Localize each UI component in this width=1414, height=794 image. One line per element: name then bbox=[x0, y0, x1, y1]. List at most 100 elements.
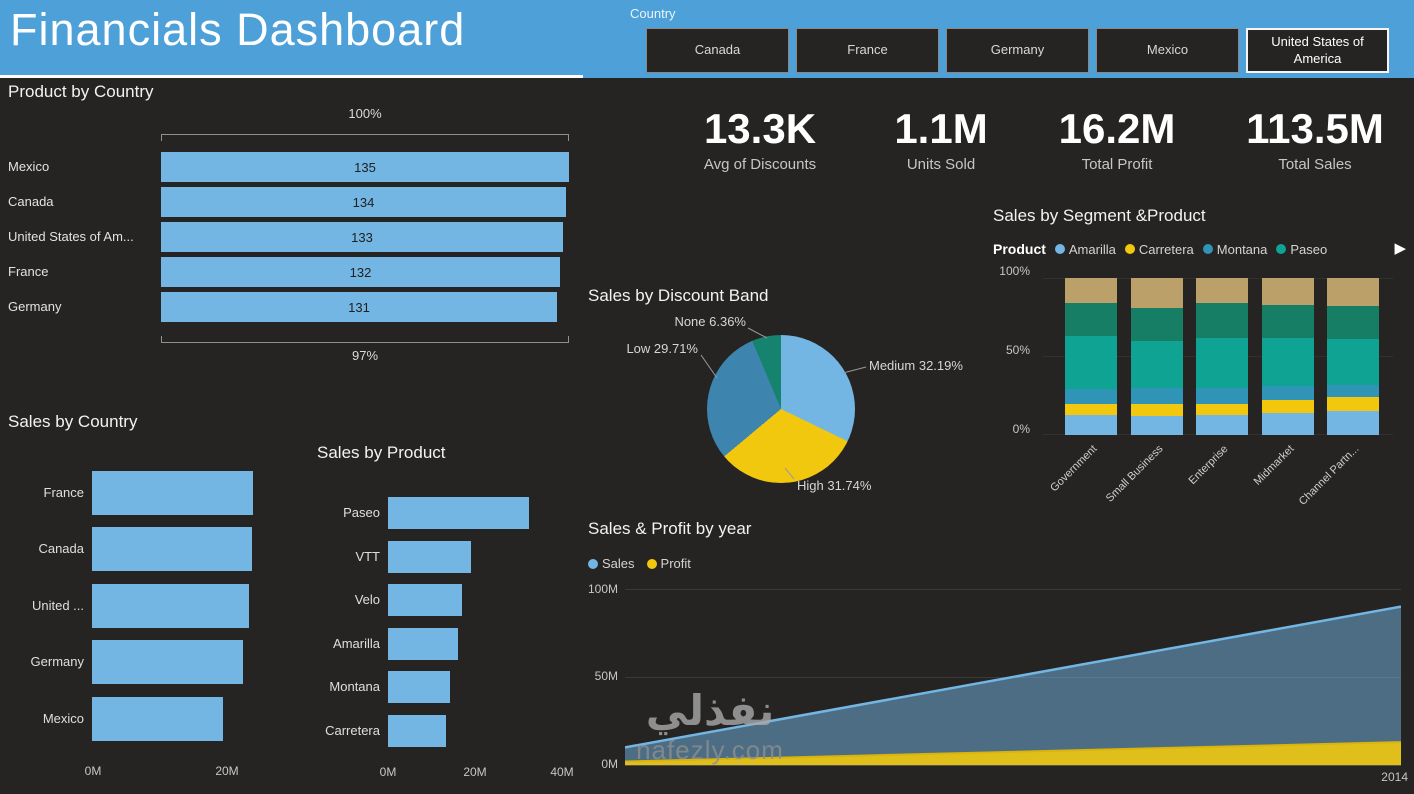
bar[interactable] bbox=[388, 628, 458, 660]
kpi-row: 13.3K Avg of Discounts 1.1M Units Sold 16.2M… bbox=[640, 105, 1414, 202]
y-tick: 0% bbox=[1012, 422, 1030, 436]
bar[interactable] bbox=[388, 715, 446, 747]
legend-label: Sales bbox=[602, 556, 635, 571]
stacked-bar[interactable] bbox=[1065, 278, 1117, 435]
sales-by-product-chart: Sales by Product Paseo VTT Velo Amarilla Mon… bbox=[300, 435, 600, 794]
kpi-label: Units Sold bbox=[906, 156, 976, 174]
legend-dot-icon bbox=[588, 558, 598, 569]
bar-segment bbox=[1262, 386, 1314, 401]
bar[interactable]: 134 bbox=[161, 187, 566, 217]
country-filter-button[interactable]: Mexico bbox=[1096, 28, 1239, 73]
stacked-bar[interactable] bbox=[1262, 278, 1314, 435]
bar-segment bbox=[1131, 387, 1183, 404]
chart-title: Sales by Product bbox=[317, 443, 446, 462]
legend-label: Amarilla bbox=[1068, 241, 1116, 257]
discount-pie[interactable] bbox=[707, 335, 855, 483]
category-label: France bbox=[43, 485, 84, 500]
legend-item[interactable]: Carretera bbox=[1124, 241, 1194, 257]
legend-item[interactable]: Montana bbox=[1202, 242, 1267, 257]
stacked-bar[interactable] bbox=[1196, 278, 1248, 435]
legend-scroll-arrow-icon[interactable]: ▶ bbox=[1394, 240, 1406, 257]
x-tick: 20M bbox=[215, 764, 239, 778]
bar-segment bbox=[1131, 307, 1183, 341]
whisker-bottom bbox=[161, 335, 569, 343]
category-label: Germany bbox=[30, 654, 84, 669]
bar[interactable] bbox=[92, 527, 252, 571]
gridline bbox=[625, 589, 1401, 590]
legend-item[interactable]: Paseo bbox=[1276, 242, 1327, 257]
legend-item[interactable]: Profit bbox=[646, 556, 691, 571]
stacked-bar[interactable] bbox=[1327, 278, 1379, 435]
bar[interactable]: 133 bbox=[161, 222, 563, 252]
legend-item[interactable]: Amarilla bbox=[1054, 241, 1116, 257]
category-label: Mexico bbox=[42, 711, 84, 726]
bar-segment bbox=[1131, 278, 1183, 308]
bar-segment bbox=[1327, 384, 1379, 398]
chart-row: United ... bbox=[0, 584, 300, 628]
sales-area[interactable] bbox=[625, 606, 1401, 765]
x-tick: 40M bbox=[550, 765, 574, 779]
bar-segment bbox=[1262, 400, 1314, 414]
chart-row: Amarilla bbox=[300, 628, 600, 660]
chart-row: Canada 134 bbox=[0, 187, 583, 217]
kpi-card: 1.1M Units Sold bbox=[831, 105, 1051, 174]
bar-segment bbox=[1262, 278, 1314, 305]
category-label: Mexico bbox=[8, 159, 50, 174]
country-filter-button[interactable]: United States of America bbox=[1246, 28, 1389, 73]
bar-segment bbox=[1327, 411, 1379, 435]
chart-row: Carretera bbox=[300, 715, 600, 747]
kpi-label: Avg of Discounts bbox=[703, 156, 817, 174]
country-filter-button[interactable]: France bbox=[796, 28, 939, 73]
legend-label: Paseo bbox=[1290, 241, 1328, 257]
bar[interactable] bbox=[92, 640, 243, 684]
country-filter-label: Country bbox=[630, 6, 676, 21]
sales-profit-by-year-chart: Sales & Profit by year Sales Profit 100M … bbox=[580, 512, 1414, 794]
kpi-card: 113.5M Total Sales bbox=[1205, 105, 1414, 174]
bar[interactable] bbox=[92, 584, 249, 628]
legend-item[interactable]: Sales bbox=[588, 556, 635, 571]
bar-segment bbox=[1065, 403, 1117, 415]
country-filter-button[interactable]: Canada bbox=[646, 28, 789, 73]
chart-row: Canada bbox=[0, 527, 300, 571]
bar[interactable] bbox=[388, 541, 471, 573]
chart-title: Sales by Country bbox=[8, 412, 138, 431]
bar[interactable]: 135 bbox=[161, 152, 569, 182]
bar-segment bbox=[1065, 336, 1117, 390]
bar-segment bbox=[1065, 278, 1117, 304]
legend-label: Carretera bbox=[1138, 241, 1194, 257]
x-tick: 20M bbox=[463, 765, 487, 779]
bar-segment bbox=[1327, 397, 1379, 412]
bar[interactable] bbox=[92, 697, 223, 741]
bar-segment bbox=[1262, 413, 1314, 435]
stacked-bar[interactable] bbox=[1131, 278, 1183, 435]
bar[interactable] bbox=[388, 671, 450, 703]
legend-dot-icon bbox=[1202, 244, 1213, 254]
chart-row: Montana bbox=[300, 671, 600, 703]
pie-slice-label: Medium 32.19% bbox=[869, 358, 963, 373]
area-plot[interactable] bbox=[625, 589, 1401, 765]
y-tick: 50% bbox=[1005, 343, 1030, 357]
chart-row: Mexico 135 bbox=[0, 152, 583, 182]
profit-line bbox=[625, 741, 1401, 763]
bar-segment bbox=[1065, 414, 1117, 435]
kpi-label: Total Sales bbox=[1278, 156, 1352, 174]
bar-segment bbox=[1327, 278, 1379, 307]
country-filter-button[interactable]: Germany bbox=[946, 28, 1089, 73]
bar-segment bbox=[1327, 339, 1379, 385]
bar[interactable]: 132 bbox=[161, 257, 560, 287]
bar[interactable] bbox=[388, 584, 462, 616]
pie-slice-label: Low 29.71% bbox=[626, 341, 698, 356]
pie-slice-label: High 31.74% bbox=[797, 478, 872, 493]
kpi-value: 113.5M bbox=[1246, 105, 1384, 152]
bar[interactable] bbox=[92, 471, 253, 515]
chart-row: France 132 bbox=[0, 257, 583, 287]
bar[interactable]: 131 bbox=[161, 292, 557, 322]
sales-line bbox=[625, 605, 1401, 749]
category-label: Germany bbox=[8, 299, 62, 314]
category-label: United States of Am... bbox=[8, 229, 134, 244]
bar[interactable] bbox=[388, 497, 529, 529]
bar-segment bbox=[1196, 337, 1248, 388]
x-tick: 0M bbox=[84, 764, 102, 778]
chart-row: Mexico bbox=[0, 697, 300, 741]
